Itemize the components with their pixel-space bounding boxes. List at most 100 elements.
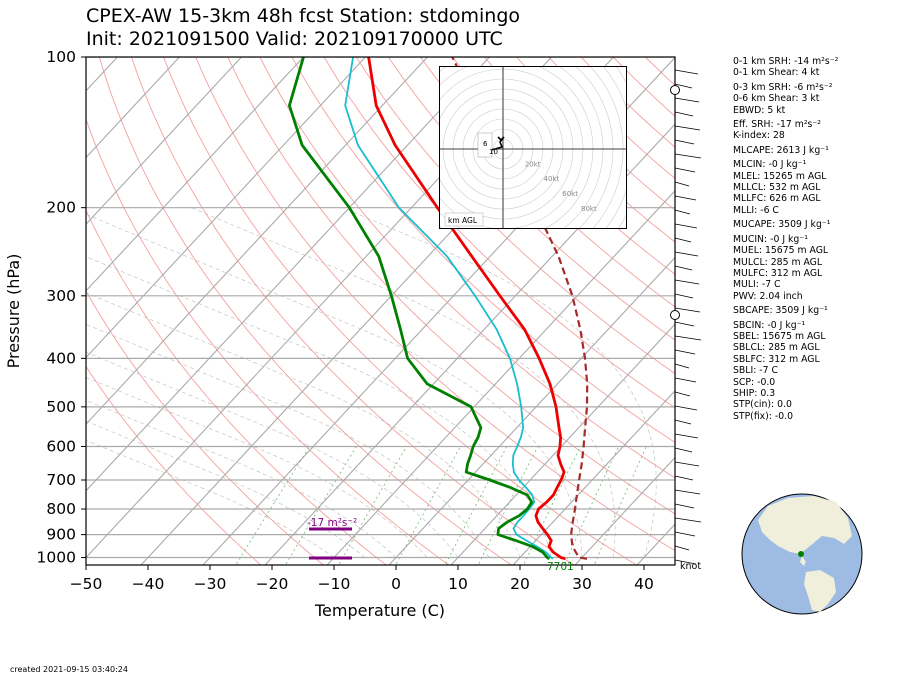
isotherm (86, 57, 304, 292)
index-sblcl: SBLCL: 285 m AGL (733, 342, 820, 354)
hodo-ring (440, 67, 627, 229)
moist-adiabat (86, 323, 490, 558)
wind-barb (674, 181, 690, 187)
x-tick-label: 20 (510, 575, 530, 593)
moist-adiabat (86, 377, 428, 558)
srh-label: -17 m²s⁻² (307, 517, 357, 529)
moist-adiabat (86, 439, 335, 558)
index-eff-srh: Eff. SRH: -17 m²s⁻² (733, 119, 822, 131)
dry-adiabat (323, 57, 675, 409)
wind-barb (674, 153, 702, 159)
index-mlel: MLEL: 15265 m AGL (733, 170, 827, 182)
wind-barb (674, 223, 698, 229)
wind-barb (674, 363, 690, 369)
y-tick-label: 1000 (37, 549, 76, 567)
index-k: K-index: 28 (733, 130, 785, 142)
y-tick-label: 700 (46, 471, 76, 489)
wind-barb (674, 517, 702, 523)
index-sbcin: SBCIN: -0 J kg⁻¹ (733, 319, 806, 331)
hodo-ring (440, 67, 627, 229)
wind-barb (674, 405, 698, 411)
index-mucape: MUCAPE: 3509 J kg⁻¹ (733, 219, 831, 231)
wind-barb (674, 531, 696, 537)
wind-barb (674, 195, 697, 201)
mixing-ratio-line (593, 446, 647, 565)
sounding-indices-panel: 0-1 km SRH: -14 m²s⁻² 0-1 km Shear: 4 kt… (733, 56, 838, 422)
wind-barb (674, 503, 695, 509)
surface-label: 7701 (547, 561, 574, 573)
index-scp: SCP: -0.0 (733, 376, 776, 388)
x-tick-label: 40 (634, 575, 654, 593)
wind-barb (674, 83, 693, 89)
wind-barb (674, 307, 701, 313)
wind-barb (674, 237, 692, 243)
parcel-curve (451, 57, 589, 560)
hodo-ring-label: 40kt (544, 175, 560, 183)
wind-barb (674, 209, 691, 215)
mixing-ratio-line (284, 446, 357, 565)
wind-barbs (670, 60, 702, 565)
wind-barb (674, 377, 697, 383)
x-tick-label: 10 (448, 575, 468, 593)
index-stp-fix: STP(fix): -0.0 (733, 410, 794, 422)
y-tick-label: 200 (46, 199, 76, 217)
moist-adiabat (86, 399, 397, 558)
chart-title-line1: CPEX-AW 15-3km 48h fcst Station: stdomin… (86, 5, 521, 27)
y-tick-label: 400 (46, 349, 76, 367)
index-srh01: 0-1 km SRH: -14 m²s⁻² (733, 56, 839, 67)
dry-adiabat (86, 290, 325, 565)
isotherm (86, 57, 180, 159)
isotherm (86, 57, 428, 425)
y-tick-label: 900 (46, 526, 76, 544)
wind-barb (674, 559, 697, 565)
wind-barb (674, 391, 691, 397)
temperature-curve (367, 57, 566, 561)
index-muli: MULI: -7 C (733, 279, 781, 291)
moist-adiabat (191, 207, 616, 558)
moist-adiabat (342, 207, 657, 558)
index-srh03: 0-3 km SRH: -6 m²s⁻² (733, 81, 833, 93)
mixing-ratio-line (338, 446, 407, 565)
x-tick-label: 0 (391, 575, 401, 593)
wind-barb (674, 111, 694, 117)
index-ebwd: EBWD: 5 kt (733, 104, 786, 116)
index-ship: SHIP: 0.3 (733, 387, 776, 399)
y-tick-label: 300 (46, 287, 76, 305)
x-tick-label: −50 (70, 575, 103, 593)
wind-barb (674, 349, 696, 355)
moist-adiabat (86, 213, 583, 558)
hodo-ring-label: 60kt (562, 190, 578, 198)
dry-adiabat (130, 57, 575, 565)
calm-wind-marker (670, 310, 680, 320)
hodo-legend-label: km AGL (448, 216, 478, 225)
hodo-height-10: 10 (489, 148, 498, 156)
moist-adiabat (86, 256, 552, 558)
wind-barb (674, 545, 690, 551)
index-mulcl: MULCL: 285 m AGL (733, 256, 823, 268)
isotherm (86, 57, 490, 492)
y-tick-label: 100 (46, 48, 76, 66)
hodo-ring-label: 20kt (525, 160, 541, 168)
index-sbel: SBEL: 15675 m AGL (733, 330, 826, 342)
wetbulb-curve (344, 57, 554, 560)
wind-barb (674, 419, 692, 425)
dry-adiabat (387, 57, 675, 341)
dry-adiabat (259, 57, 675, 479)
dry-adiabat (86, 365, 262, 565)
station-marker (798, 551, 804, 557)
hodo-ring (440, 67, 627, 229)
x-tick-label: −30 (194, 575, 227, 593)
wind-barb (674, 489, 701, 495)
wind-barb (674, 433, 699, 439)
mixing-ratio-line (235, 446, 310, 565)
hodo-ring (440, 67, 627, 229)
wind-barb (674, 265, 693, 271)
index-sbcape: SBCAPE: 3509 J kg⁻¹ (733, 305, 828, 317)
isotherm (86, 57, 366, 359)
wind-barb (674, 125, 701, 131)
y-tick-label: 500 (46, 398, 76, 416)
knot-label: knot (680, 561, 701, 572)
hodo-ring (603, 67, 626, 228)
index-shear01: 0-1 km Shear: 4 kt (733, 67, 820, 79)
